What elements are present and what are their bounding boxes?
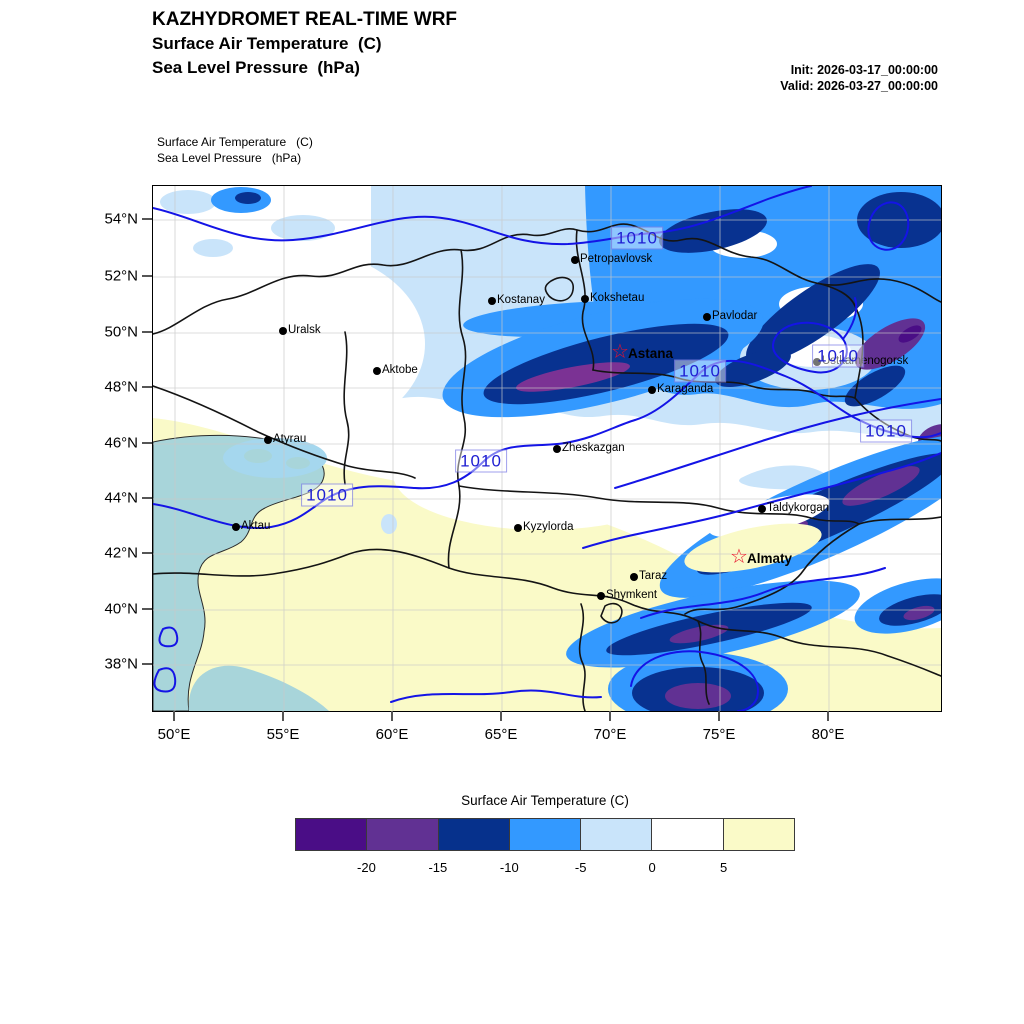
colorbar-tick-label: -10 <box>499 860 519 875</box>
lon-tick-mark <box>282 711 284 721</box>
lat-tick-label: 42°N <box>104 544 138 562</box>
lat-tick-mark <box>142 663 152 665</box>
lon-tick-mark <box>827 711 829 721</box>
lat-tick-label: 46°N <box>104 434 138 452</box>
lat-tick-label: 54°N <box>104 210 138 228</box>
init-time: Init: 2026-03-17_00:00:00 <box>790 63 938 77</box>
lat-tick-mark <box>142 442 152 444</box>
map-legend-line1: Surface Air Temperature (C) <box>157 135 313 149</box>
colorbar-segment <box>723 819 794 850</box>
colorbar-segment <box>652 819 724 850</box>
map-frame <box>152 185 942 712</box>
page-title: KAZHYDROMET REAL-TIME WRF <box>152 9 458 30</box>
temperature-colorbar <box>295 818 795 851</box>
title-variable-pressure: Sea Level Pressure (hPa) <box>152 58 360 77</box>
lat-tick-label: 44°N <box>104 489 138 507</box>
lat-tick-mark <box>142 552 152 554</box>
lon-tick-label: 80°E <box>811 726 845 743</box>
temperature-fill-layer <box>153 186 941 711</box>
lon-tick-label: 60°E <box>375 726 409 743</box>
lat-tick-mark <box>142 386 152 388</box>
colorbar-title: Surface Air Temperature (C) <box>461 793 629 808</box>
lat-tick-label: 50°N <box>104 323 138 341</box>
colorbar-segment <box>367 819 439 850</box>
colorbar-tick-label: 0 <box>648 860 656 875</box>
colorbar-tick-labels: -20 -15 -10 -5 0 5 <box>295 860 795 880</box>
lon-tick-mark <box>500 711 502 721</box>
colorbar-segment <box>438 819 510 850</box>
lat-tick-label: 40°N <box>104 600 138 618</box>
lon-tick-label: 50°E <box>157 726 191 743</box>
title-block: KAZHYDROMET REAL-TIME WRF Surface Air Te… <box>152 7 457 80</box>
lat-tick-label: 52°N <box>104 267 138 285</box>
lon-tick-mark <box>718 711 720 721</box>
graticule-layer <box>153 186 941 711</box>
region-border-layer <box>153 223 941 711</box>
lat-tick-mark <box>142 275 152 277</box>
lon-tick-mark <box>609 711 611 721</box>
colorbar-tick-label: -15 <box>428 860 448 875</box>
lon-tick-label: 65°E <box>484 726 518 743</box>
colorbar-segment <box>581 819 653 850</box>
lat-tick-mark <box>142 608 152 610</box>
lon-tick-mark <box>391 711 393 721</box>
valid-time: Valid: 2026-03-27_00:00:00 <box>780 79 938 93</box>
lon-tick-label: 75°E <box>702 726 736 743</box>
lon-tick-label: 55°E <box>266 726 300 743</box>
lat-tick-label: 48°N <box>104 378 138 396</box>
lat-tick-mark <box>142 218 152 220</box>
colorbar-tick-label: -20 <box>357 860 376 875</box>
map-legend: Surface Air Temperature (C) Sea Level Pr… <box>157 134 313 166</box>
colorbar-segment <box>296 819 368 850</box>
lon-tick-mark <box>173 711 175 721</box>
lat-tick-mark <box>142 497 152 499</box>
colorbar-tick-label: 5 <box>719 860 728 875</box>
colorbar-segment <box>509 819 582 850</box>
map-legend-line2: Sea Level Pressure (hPa) <box>157 151 302 165</box>
lon-tick-label: 70°E <box>593 726 627 743</box>
colorbar-tick-label: -5 <box>574 860 587 875</box>
run-time-block: Init: 2026-03-17_00:00:00 Valid: 2026-03… <box>780 62 938 94</box>
title-variable-temperature: Surface Air Temperature (C) <box>152 34 382 53</box>
map-canvas <box>153 186 941 711</box>
lat-tick-mark <box>142 331 152 333</box>
lat-tick-label: 38°N <box>104 655 138 673</box>
